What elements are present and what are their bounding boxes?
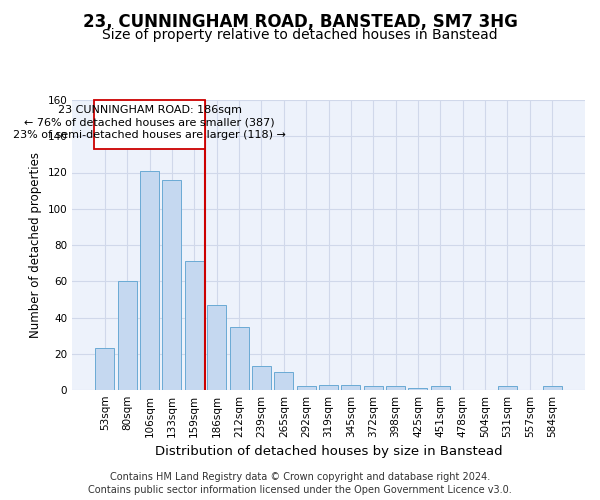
Bar — [185, 262, 204, 390]
Text: Contains public sector information licensed under the Open Government Licence v3: Contains public sector information licen… — [88, 485, 512, 495]
Bar — [498, 386, 517, 390]
Bar — [542, 386, 562, 390]
Y-axis label: Number of detached properties: Number of detached properties — [29, 152, 42, 338]
Text: Size of property relative to detached houses in Banstead: Size of property relative to detached ho… — [102, 28, 498, 42]
Bar — [118, 281, 137, 390]
Bar — [163, 180, 181, 390]
Bar — [252, 366, 271, 390]
X-axis label: Distribution of detached houses by size in Banstead: Distribution of detached houses by size … — [155, 446, 502, 458]
Bar — [207, 305, 226, 390]
Text: 23, CUNNINGHAM ROAD, BANSTEAD, SM7 3HG: 23, CUNNINGHAM ROAD, BANSTEAD, SM7 3HG — [83, 12, 517, 30]
Bar — [274, 372, 293, 390]
Bar — [341, 384, 361, 390]
Bar — [364, 386, 383, 390]
Text: 23% of semi-detached houses are larger (118) →: 23% of semi-detached houses are larger (… — [13, 130, 286, 140]
Bar — [409, 388, 427, 390]
Bar — [230, 326, 248, 390]
Bar — [140, 170, 159, 390]
Bar — [319, 384, 338, 390]
Bar — [296, 386, 316, 390]
Text: Contains HM Land Registry data © Crown copyright and database right 2024.: Contains HM Land Registry data © Crown c… — [110, 472, 490, 482]
Bar — [95, 348, 115, 390]
Text: 23 CUNNINGHAM ROAD: 186sqm: 23 CUNNINGHAM ROAD: 186sqm — [58, 104, 242, 115]
Text: ← 76% of detached houses are smaller (387): ← 76% of detached houses are smaller (38… — [24, 117, 275, 127]
Bar — [431, 386, 450, 390]
Bar — [386, 386, 405, 390]
FancyBboxPatch shape — [94, 100, 205, 149]
